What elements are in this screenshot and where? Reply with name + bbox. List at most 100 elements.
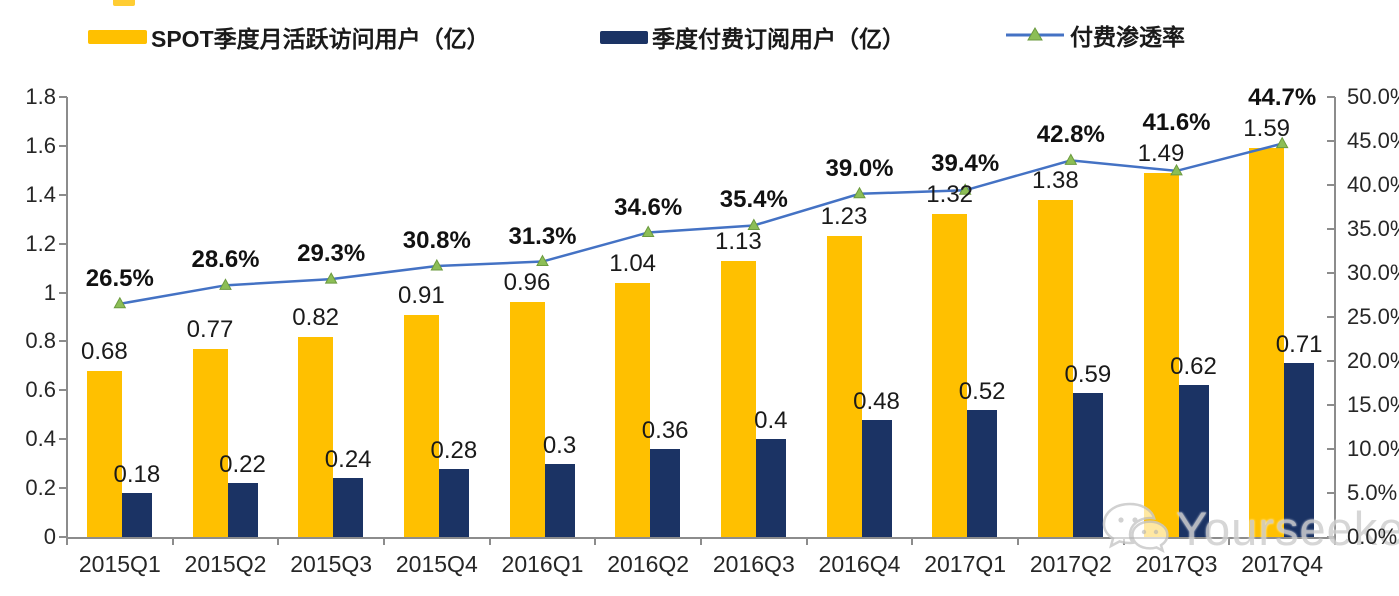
mau-value-label: 1.38 [1031, 166, 1079, 194]
line-marker-icon [1006, 27, 1064, 41]
right-axis-tick-label: 25.0% [1347, 304, 1399, 329]
right-axis-tick-label: 30.0% [1347, 260, 1399, 285]
right-axis-tick [1327, 404, 1335, 406]
left-axis-tick [59, 193, 67, 196]
left-axis-tick [59, 389, 67, 392]
x-axis-label: 2017Q1 [924, 551, 1007, 577]
triangle-marker-icon [1064, 153, 1078, 165]
penetration-label: 31.3% [508, 222, 577, 250]
left-axis-tick-label: 1.8 [25, 84, 56, 109]
right-axis-tick-label: 45.0% [1347, 128, 1399, 153]
legend-item-penetration: 付费渗透率 [1006, 18, 1185, 52]
subscriber-value-label: 0.24 [324, 446, 372, 474]
x-axis-label: 2017Q2 [1029, 551, 1112, 577]
penetration-label: 35.4% [719, 186, 788, 214]
watermark-text: Yourseeker [1176, 502, 1399, 555]
subscriber-bar [227, 483, 258, 537]
subscriber-value-label: 0.4 [754, 407, 788, 435]
mau-value-label: 0.77 [186, 315, 234, 343]
triangle-marker-icon [324, 272, 338, 284]
penetration-label: 34.6% [614, 193, 683, 221]
subscriber-bar [333, 478, 364, 537]
right-axis-tick-label: 40.0% [1347, 172, 1399, 197]
x-axis-label: 2016Q1 [501, 551, 584, 577]
x-axis-label: 2017Q3 [1135, 551, 1218, 577]
mau-value-label: 0.91 [397, 281, 445, 309]
subscriber-value-label: 0.3 [542, 431, 577, 459]
left-axis-tick [59, 144, 67, 147]
x-axis-tick [277, 538, 280, 545]
subscriber-bar [1178, 385, 1209, 537]
legend-label-subscribers: 季度付费订阅用户（亿） [652, 26, 905, 52]
mau-bar [403, 314, 439, 537]
left-axis-tick-label: 0 [43, 524, 56, 549]
right-axis-tick [1327, 228, 1335, 230]
left-axis-tick [59, 340, 67, 343]
legend-item-mau: SPOT季度月活跃访问用户（亿） [88, 20, 490, 54]
x-axis-label: 2015Q2 [184, 551, 267, 577]
mau-bar [720, 260, 756, 537]
right-axis-tick-label: 0.0% [1347, 524, 1398, 549]
left-axis-tick [59, 487, 67, 490]
x-axis-tick [1228, 538, 1231, 545]
triangle-marker-icon [853, 186, 866, 199]
penetration-label: 39.4% [931, 150, 1000, 178]
x-axis-label: 2016Q4 [818, 551, 901, 577]
watermark: Yourseeker [1100, 498, 1399, 560]
subscriber-bar [544, 463, 575, 537]
subscriber-bar [755, 439, 786, 537]
mau-value-label: 0.82 [292, 303, 340, 331]
x-axis-tick [700, 538, 702, 545]
x-axis-label: 2016Q3 [712, 551, 795, 577]
subscriber-value-label: 0.48 [853, 387, 900, 415]
penetration-line-path [119, 142, 1283, 306]
mau-bar [298, 336, 334, 537]
mau-value-label: 1.13 [714, 227, 762, 255]
subscriber-value-label: 0.36 [641, 417, 689, 444]
x-axis-tick [805, 538, 808, 545]
x-axis-label: 2016Q2 [607, 551, 690, 577]
subscriber-value-label: 0.71 [1275, 331, 1323, 359]
subscriber-bar [650, 449, 681, 537]
subscriber-value-label: 0.52 [958, 377, 1006, 405]
subscriber-bar [1072, 392, 1103, 537]
mau-bar [192, 348, 228, 537]
wechat-icon [1102, 502, 1169, 554]
penetration-label: 41.6% [1142, 108, 1211, 136]
left-axis-tick-label: 1 [43, 279, 56, 305]
right-axis-tick [1327, 536, 1335, 538]
x-axis-tick [1017, 538, 1019, 545]
x-axis-tick [383, 538, 385, 545]
subscriber-value-label: 0.59 [1064, 360, 1112, 388]
mau-bar [615, 282, 651, 537]
left-axis-tick-label: 0.2 [25, 475, 56, 501]
penetration-label: 28.6% [191, 246, 260, 274]
left-axis-tick-label: 0.8 [25, 328, 56, 354]
mau-value-label: 1.04 [609, 249, 657, 277]
x-axis-label: 2015Q1 [78, 551, 161, 577]
x-axis-label: 2017Q4 [1241, 551, 1324, 577]
triangle-marker-icon [430, 258, 444, 271]
penetration-label: 44.7% [1248, 84, 1317, 112]
x-axis-tick [911, 538, 914, 545]
left-axis-tick-label: 0.6 [25, 377, 56, 403]
penetration-label: 30.8% [402, 226, 471, 254]
left-axis-tick [59, 291, 67, 294]
penetration-label: 26.5% [85, 264, 154, 292]
legend-label-mau: SPOT季度月活跃访问用户（亿） [151, 26, 490, 52]
left-axis-tick-label: 1.4 [25, 181, 56, 207]
left-axis-tick [59, 96, 67, 98]
x-axis-label: 2015Q4 [395, 551, 478, 577]
mau-bar [826, 236, 862, 537]
left-axis-tick [59, 536, 67, 538]
mau-value-label: 0.96 [503, 269, 551, 297]
right-axis-tick-label: 15.0% [1347, 392, 1399, 417]
right-axis-tick [1327, 96, 1335, 98]
x-axis-tick [171, 538, 174, 545]
mau-value-label: 1.49 [1137, 139, 1185, 167]
left-axis-tick [59, 242, 67, 245]
right-axis-tick [1327, 360, 1335, 362]
left-axis-tick-label: 1.2 [25, 230, 56, 256]
legend-item-subscribers: 季度付费订阅用户（亿） [600, 20, 905, 54]
right-axis-tick-label: 10.0% [1347, 436, 1399, 461]
